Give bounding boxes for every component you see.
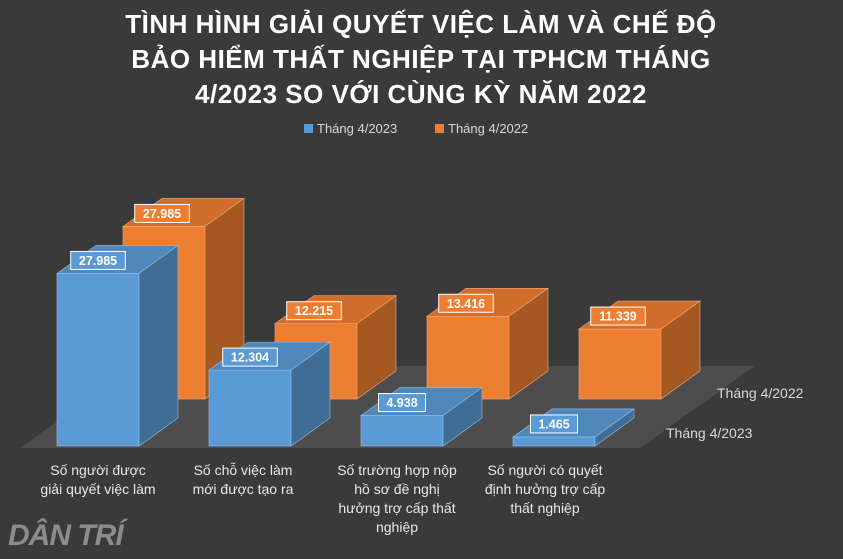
data-label: 12.215 bbox=[295, 304, 333, 318]
data-label: 27.985 bbox=[143, 207, 181, 221]
data-label-box bbox=[134, 203, 190, 223]
bar: 1.465 bbox=[512, 408, 635, 447]
data-label-box bbox=[590, 306, 646, 326]
bar-side bbox=[660, 300, 701, 400]
data-label-box bbox=[378, 393, 426, 413]
bar-side bbox=[138, 244, 179, 447]
bars: 27.985 12.215 13.416 11.339 27.985 12.304 4.93… bbox=[56, 197, 701, 447]
data-label: 11.339 bbox=[599, 310, 637, 324]
data-label-box bbox=[530, 414, 578, 434]
bar: 12.304 bbox=[208, 341, 331, 447]
bar-side bbox=[508, 287, 549, 400]
bar-front bbox=[512, 436, 596, 447]
bar-front bbox=[208, 369, 292, 447]
data-label: 27.985 bbox=[79, 254, 117, 268]
data-label-box bbox=[222, 347, 278, 367]
category-label: Số người được giải quyết việc làm bbox=[40, 462, 155, 497]
bar: 13.416 bbox=[426, 287, 549, 400]
chart-title-line: BẢO HIỂM THẤT NGHIỆP TẠI TPHCM THÁNG bbox=[131, 44, 710, 74]
category-labels: Số người được giải quyết việc làm Số chỗ v… bbox=[40, 462, 605, 535]
legend-label: Tháng 4/2022 bbox=[448, 121, 528, 136]
legend-swatch bbox=[304, 124, 313, 133]
data-label: 1.465 bbox=[538, 417, 569, 431]
legend-label: Tháng 4/2023 bbox=[317, 121, 397, 136]
category-label: Số chỗ việc làm mới được tạo ra bbox=[193, 462, 294, 497]
bar-front bbox=[56, 273, 140, 447]
legend-swatch bbox=[435, 124, 444, 133]
data-label-box bbox=[70, 250, 126, 270]
chart-title-line: TÌNH HÌNH GIẢI QUYẾT VIỆC LÀM VÀ CHẾ ĐỘ bbox=[125, 9, 717, 39]
bar-side bbox=[442, 386, 483, 447]
series-axis-labels: Tháng 4/2023 Tháng 4/2022 bbox=[666, 385, 804, 441]
bar: 27.985 bbox=[56, 244, 179, 447]
bar-side bbox=[594, 408, 635, 447]
bar-front bbox=[426, 315, 510, 400]
bar-side bbox=[290, 341, 331, 447]
legend: Tháng 4/2023 Tháng 4/2022 bbox=[304, 121, 528, 136]
series-axis-label: Tháng 4/2022 bbox=[717, 385, 804, 401]
bar-front bbox=[360, 415, 444, 447]
chart-title: TÌNH HÌNH GIẢI QUYẾT VIỆC LÀM VÀ CHẾ ĐỘ B… bbox=[125, 9, 717, 109]
bar: 4.938 bbox=[360, 386, 483, 447]
category-label: Số người có quyết định hưởng trợ cấp thất … bbox=[485, 462, 606, 516]
watermark-logo: DÂN TRÍ bbox=[8, 519, 124, 552]
series-axis-label: Tháng 4/2023 bbox=[666, 425, 753, 441]
data-label: 4.938 bbox=[386, 396, 417, 410]
data-label: 12.304 bbox=[231, 351, 269, 365]
data-label-box bbox=[438, 293, 494, 313]
data-label: 13.416 bbox=[447, 297, 485, 311]
category-label: Số trường hợp nộp hồ sơ đề nghị hưởng trợ … bbox=[337, 462, 457, 535]
bar: 11.339 bbox=[578, 300, 701, 400]
bar-side bbox=[356, 295, 397, 400]
data-label-box bbox=[286, 301, 342, 321]
chart-title-line: 4/2023 SO VỚI CÙNG KỲ NĂM 2022 bbox=[195, 79, 647, 109]
bar-front bbox=[578, 328, 662, 400]
